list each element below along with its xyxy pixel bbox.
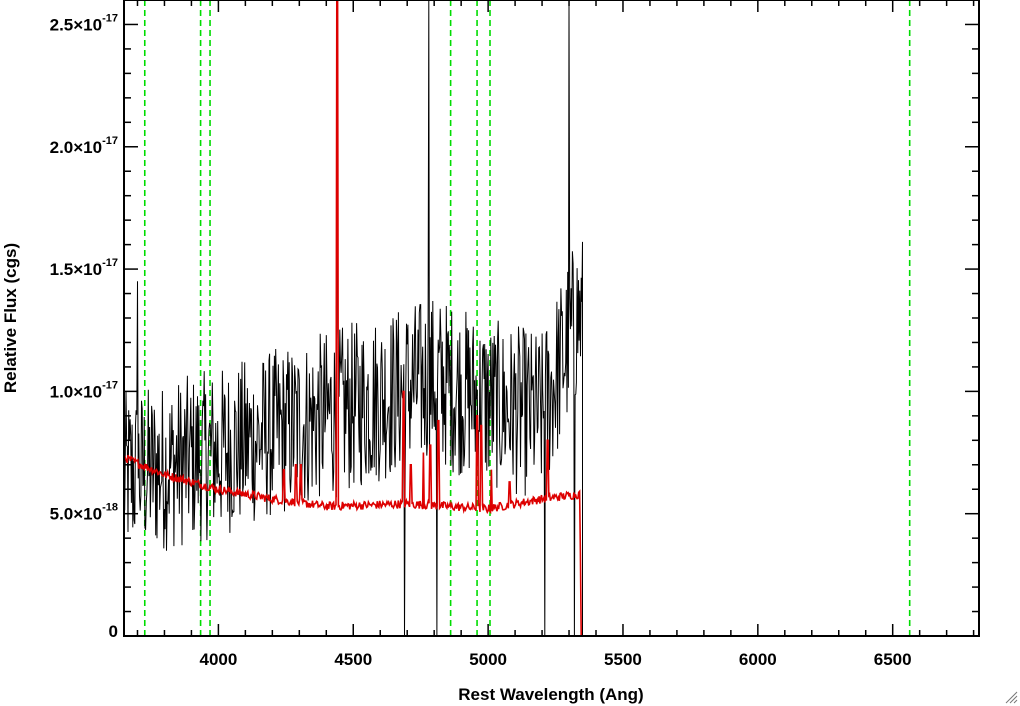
y-tick-exponent: -17 [102,135,118,147]
tick-labels: 4000 4500 5000 5500 6000 6500 0 5.0×10-18 1.0×10… [50,12,912,669]
reference-lines [143,0,911,636]
y-tick-exponent: -17 [102,12,118,24]
x-axis-title: Rest Wavelength (Ang) [458,685,643,704]
observed-spectrum-line [123,0,583,637]
model-spectrum-line [123,0,979,637]
y-tick-exponent: -18 [102,502,118,514]
y-tick-mantissa: 2.5×10 [50,15,102,34]
x-tick-label: 5500 [604,650,642,669]
x-tick-label: 6000 [739,650,777,669]
plot-frame [123,0,980,637]
y-tick-mantissa: 0 [109,622,118,641]
y-tick-mantissa: 1.0×10 [50,382,102,401]
x-tick-label: 4000 [199,650,237,669]
y-tick-label: 1.0×10-17 [50,379,118,401]
x-tick-label: 4500 [334,650,372,669]
series-black [123,0,583,637]
y-tick-label: 0 [109,622,118,641]
y-tick-mantissa: 5.0×10 [50,505,102,524]
y-tick-exponent: -17 [102,257,118,269]
y-tick-label: 5.0×10-18 [50,502,118,524]
y-axis-title: Relative Flux (cgs) [1,243,20,393]
y-tick-label: 1.5×10-17 [50,257,118,279]
y-tick-label: 2.0×10-17 [50,135,118,157]
y-tick-mantissa: 1.5×10 [50,260,102,279]
resize-grip-icon[interactable] [1004,690,1018,704]
x-tick-label: 6500 [874,650,912,669]
axes [123,0,980,637]
series-red [123,0,979,637]
x-tick-label: 5000 [469,650,507,669]
y-tick-mantissa: 2.0×10 [50,138,102,157]
y-tick-exponent: -17 [102,379,118,391]
y-tick-label: 2.5×10-17 [50,12,118,34]
